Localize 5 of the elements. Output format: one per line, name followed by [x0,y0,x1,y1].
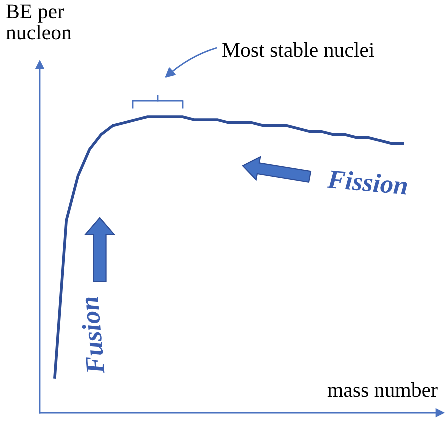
y-axis-title: BE per nucleon [6,4,72,40]
annotation: Fission [327,170,408,195]
x-axis-title: mass number [328,382,438,398]
annotation: Fusion [80,296,106,375]
text: Most stable nuclei [222,42,374,58]
